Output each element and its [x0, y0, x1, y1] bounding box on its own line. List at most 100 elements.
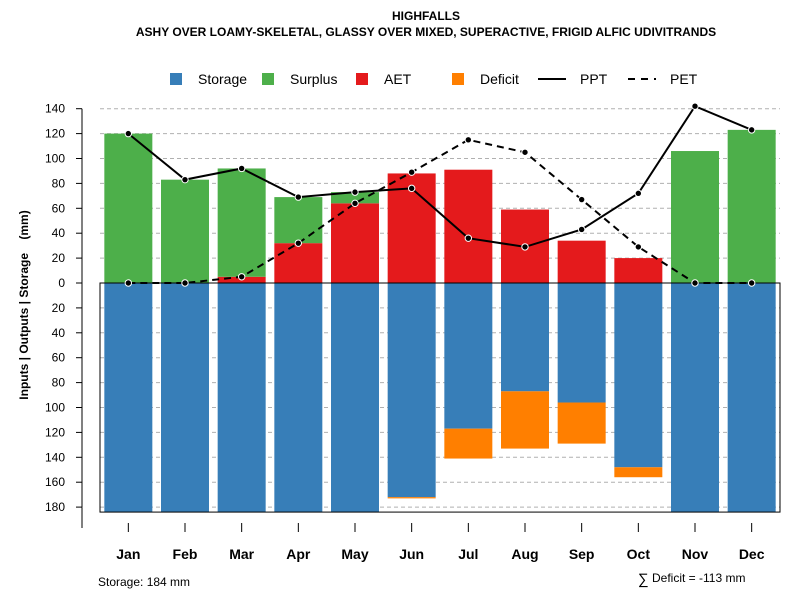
bar-surplus-nov — [671, 151, 719, 283]
line-ppt — [127, 104, 753, 248]
point-pet-aug — [521, 148, 529, 156]
bar-surplus-dec — [727, 129, 776, 283]
bar-storage-oct — [614, 283, 663, 468]
y-tick-label: 140 — [45, 102, 65, 116]
y-tick-label: 140 — [45, 450, 65, 464]
bar-storage-sep — [557, 283, 606, 403]
point-pet-jan — [124, 279, 133, 287]
bar-storage-jan — [104, 283, 153, 513]
bar-surplus-may — [331, 192, 379, 204]
y-tick-label: 40 — [52, 226, 66, 240]
legend-label-deficit: Deficit — [480, 71, 519, 87]
x-tick-label-jun: Jun — [399, 546, 424, 562]
bar-deficit-aug — [501, 391, 549, 449]
x-tick-label-dec: Dec — [739, 546, 765, 562]
point-ppt-may — [351, 188, 359, 196]
y-tick-label: 60 — [52, 201, 66, 215]
x-tick-label-oct: Oct — [627, 546, 651, 562]
y-tick-label: 20 — [52, 251, 66, 265]
bar-surplus-apr — [274, 197, 323, 244]
x-tick-label-nov: Nov — [682, 546, 709, 562]
storage-annotation: Storage: 184 mm — [98, 575, 190, 589]
bar-aet-oct — [614, 258, 663, 283]
point-ppt-aug — [521, 243, 529, 251]
point-ppt-apr — [294, 193, 303, 201]
y-tick-label: 100 — [45, 152, 65, 166]
bar-storage-may — [331, 283, 379, 513]
legend-label-ppt: PPT — [580, 71, 608, 87]
point-ppt-feb — [181, 175, 189, 184]
point-ppt-jun — [407, 184, 416, 193]
legend-swatch-surplus — [262, 73, 274, 85]
deficit-sum-icon: ∑ — [638, 571, 649, 588]
bar-deficit-oct — [614, 467, 663, 478]
point-pet-oct — [634, 243, 643, 251]
bars — [99, 129, 781, 513]
point-pet-mar — [237, 273, 246, 281]
y-tick-label: 60 — [52, 351, 66, 365]
legend-swatch-aet — [356, 73, 368, 85]
chart-title: HIGHFALLS — [392, 9, 460, 23]
x-tick-label-feb: Feb — [173, 546, 198, 562]
point-ppt-sep — [577, 225, 586, 234]
point-pet-nov — [691, 279, 699, 287]
grid-lines — [100, 108, 780, 508]
x-tick-label-jul: Jul — [458, 546, 478, 562]
bar-aet-jul — [444, 169, 493, 283]
series-lines — [124, 102, 756, 287]
point-ppt-mar — [237, 164, 246, 173]
bar-storage-mar — [217, 283, 266, 513]
y-tick-label: 80 — [52, 176, 66, 190]
x-tick-label-mar: Mar — [229, 546, 254, 562]
bar-storage-jun — [387, 283, 436, 498]
point-pet-apr — [294, 239, 303, 247]
bar-deficit-jul — [444, 428, 493, 459]
x-tick-label-aug: Aug — [511, 546, 538, 562]
legend-label-storage: Storage — [198, 71, 247, 87]
bar-storage-feb — [161, 283, 209, 513]
point-pet-feb — [181, 279, 189, 287]
bar-aet-sep — [557, 240, 606, 283]
y-tick-label: 160 — [45, 475, 65, 489]
legend: Storage Surplus AET Deficit PPT PET — [170, 71, 698, 87]
y-tick-label: 120 — [45, 425, 65, 439]
x-tick-label-sep: Sep — [569, 546, 595, 562]
bar-deficit-sep — [557, 402, 606, 444]
bar-aet-apr — [274, 243, 323, 283]
point-pet-may — [351, 199, 359, 208]
legend-label-surplus: Surplus — [290, 71, 337, 87]
x-tick-label-apr: Apr — [286, 546, 311, 562]
legend-swatch-storage — [170, 73, 182, 85]
legend-label-aet: AET — [384, 71, 412, 87]
legend-swatch-deficit — [452, 73, 464, 85]
bar-storage-apr — [274, 283, 323, 513]
x-tick-label-jan: Jan — [116, 546, 140, 562]
y-tick-label: 20 — [52, 301, 66, 315]
storage-frame — [99, 282, 781, 513]
point-ppt-jan — [124, 129, 133, 138]
y-tick-label: 180 — [45, 500, 65, 514]
y-tick-label: 100 — [45, 401, 65, 415]
point-pet-dec — [747, 279, 756, 287]
x-tick-label-may: May — [341, 546, 368, 562]
axes: 140 120 100 80 60 40 20 0 20 40 60 80 100 120 140 160 18… — [45, 102, 765, 562]
y-tick-label: 80 — [52, 376, 66, 390]
chart-subtitle: ASHY OVER LOAMY-SKELETAL, GLASSY OVER MI… — [136, 25, 716, 39]
bar-surplus-jan — [104, 133, 153, 283]
bar-storage-aug — [501, 283, 549, 392]
bar-aet-may — [331, 203, 379, 283]
bar-deficit-jun — [387, 497, 436, 499]
point-pet-jul — [464, 136, 473, 144]
point-ppt-oct — [634, 189, 643, 198]
point-ppt-dec — [747, 126, 756, 134]
deficit-annotation: Deficit = -113 mm — [652, 571, 745, 585]
point-pet-jun — [407, 168, 416, 176]
point-pet-sep — [577, 195, 586, 204]
y-axis-label: Inputs | Outputs | Storage (mm) — [17, 210, 31, 399]
bar-storage-dec — [727, 283, 776, 513]
legend-label-pet: PET — [670, 71, 698, 87]
y-tick-label: 120 — [45, 127, 65, 141]
point-ppt-jul — [464, 234, 473, 242]
bar-surplus-feb — [161, 179, 209, 283]
